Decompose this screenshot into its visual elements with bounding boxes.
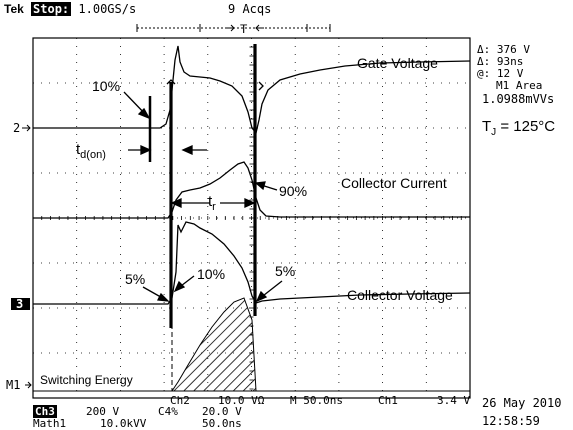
footer-ch4-scale: 20.0 V <box>202 405 242 418</box>
footer-ch3-badge: Ch3 <box>33 405 57 418</box>
ch3-marker-box <box>11 298 30 310</box>
footer-ch4: C4% <box>158 405 178 418</box>
pct-5-left-label: 5% <box>125 271 146 287</box>
footer-timebase: M 50.0ns <box>290 394 343 407</box>
brand-label: Tek <box>4 2 24 16</box>
tj-sub: J <box>491 127 497 138</box>
collector-current-trace <box>33 161 470 219</box>
tr-label: tr <box>208 193 216 213</box>
tj-rest: = 125°C <box>496 118 556 135</box>
readout-m1-area-label: M1 Area <box>496 79 543 92</box>
footer-trigger-source: Ch1 <box>378 394 398 407</box>
pct-10-top-label: 10% <box>92 78 121 94</box>
pct-90-label: 90% <box>279 183 308 199</box>
junction-temp-label: TJ = 125°C <box>482 118 555 138</box>
footer-trigger-level: 3.4 V <box>437 394 471 407</box>
footer-ch3-scale: 200 V <box>86 405 120 418</box>
footer-math1-scale: 10.0kVV <box>100 417 147 430</box>
trigger-marker: T <box>240 22 248 36</box>
annotation-arrows <box>123 79 283 303</box>
collector-current-label: Collector Current <box>341 175 447 191</box>
sample-rate: 1.00GS/s <box>78 2 137 16</box>
acquisition-bracket <box>136 24 331 32</box>
readout-delta-v: Δ: 376 V <box>477 43 530 56</box>
footer-ch2: Ch2 <box>170 394 190 407</box>
collector-voltage-trace <box>33 221 471 305</box>
ch2-marker-arrow <box>22 124 31 132</box>
footer-ch2-scale: 10.0 VΩ <box>218 394 265 407</box>
td-on-main: t <box>76 141 81 158</box>
m1-marker: M1 <box>6 378 21 392</box>
pct-10-mid-label: 10% <box>197 266 226 282</box>
switching-energy-area <box>171 297 257 392</box>
scope-header: Tek Stop: 1.00GS/s <box>4 2 136 16</box>
acquisitions-count: 9 Acqs <box>228 2 272 16</box>
tr-main: t <box>208 193 213 210</box>
footer-time: 12:58:59 <box>482 414 540 428</box>
ch2-marker: 2 <box>13 121 21 135</box>
tj-main: T <box>482 118 492 135</box>
footer-math1-time: 50.0ns <box>202 417 242 430</box>
footer-math1: Math1 <box>33 417 67 430</box>
tr-sub: r <box>212 201 216 213</box>
readout-m1-area-value: 1.0988mVVs <box>482 92 555 106</box>
footer-row2: Ch3 <box>33 405 57 418</box>
run-state-badge: Stop: <box>31 2 72 16</box>
m1-marker-arrow <box>25 381 32 389</box>
ch3-marker: 3 <box>16 297 24 311</box>
footer-date: 26 May 2010 <box>482 396 562 410</box>
readout-at: @: 12 V <box>477 67 524 80</box>
collector-voltage-label: Collector Voltage <box>347 287 453 303</box>
readout-delta-t: Δ: 93ns <box>477 55 524 68</box>
switching-energy-label: Switching Energy <box>40 373 133 387</box>
td-on-sub: d(on) <box>80 149 106 161</box>
pct-5-right-label: 5% <box>275 263 296 279</box>
gate-voltage-trace <box>33 45 471 135</box>
gate-voltage-label: Gate Voltage <box>357 55 438 71</box>
footer-row1: Ch2 <box>170 394 190 407</box>
td-on-label: td(on) <box>76 141 106 161</box>
